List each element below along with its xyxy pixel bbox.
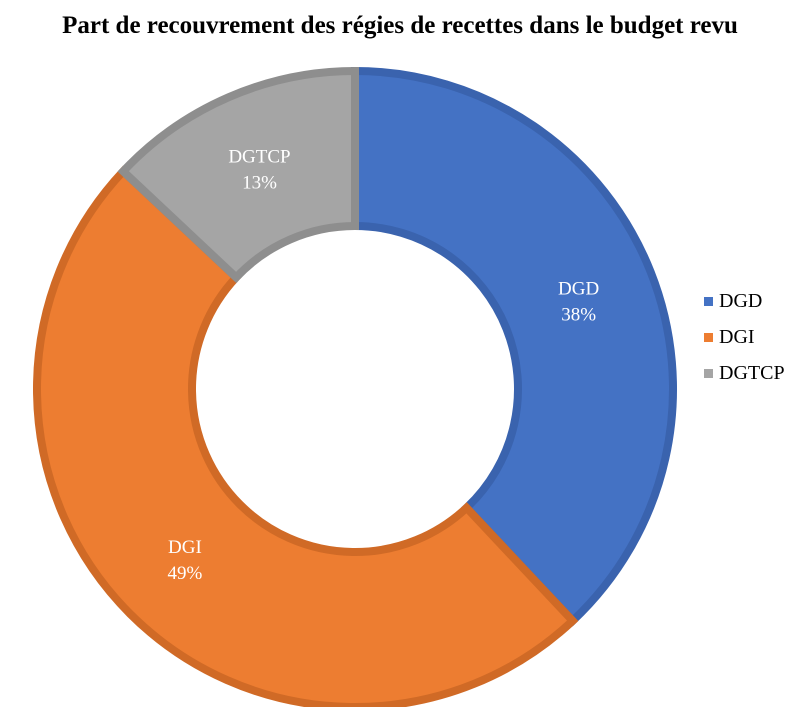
slice-labels: DGD 38% DGI 49% DGTCP 13%	[168, 146, 600, 584]
donut-slices	[33, 66, 677, 707]
slice-dgd	[351, 66, 677, 627]
chart-title: Part de recouvrement des régies de recet…	[62, 12, 738, 39]
slice-label-dgi-value: 49%	[168, 563, 203, 584]
legend-label-dgi: DGI	[719, 325, 755, 348]
slice-label-dgtcp-category: DGTCP	[228, 146, 290, 167]
legend-item-dgd: DGD	[704, 283, 785, 319]
slice-dgtcp	[117, 66, 359, 284]
chart-legend: DGD DGI DGTCP	[704, 283, 785, 391]
legend-item-dgtcp: DGTCP	[704, 355, 785, 391]
legend-item-dgi: DGI	[704, 319, 785, 355]
slice-label-dgd-value: 38%	[561, 304, 596, 325]
slice-label-dgi-category: DGI	[168, 537, 202, 558]
legend-swatch-dgd	[704, 296, 713, 306]
slice-dgi	[33, 165, 579, 707]
legend-label-dgd: DGD	[719, 289, 763, 312]
legend-label-dgtcp: DGTCP	[719, 361, 785, 384]
slice-label-dgd-category: DGD	[558, 278, 599, 299]
legend-swatch-dgi	[704, 332, 713, 342]
legend-swatch-dgtcp	[704, 368, 713, 378]
slice-label-dgtcp-value: 13%	[242, 172, 277, 193]
